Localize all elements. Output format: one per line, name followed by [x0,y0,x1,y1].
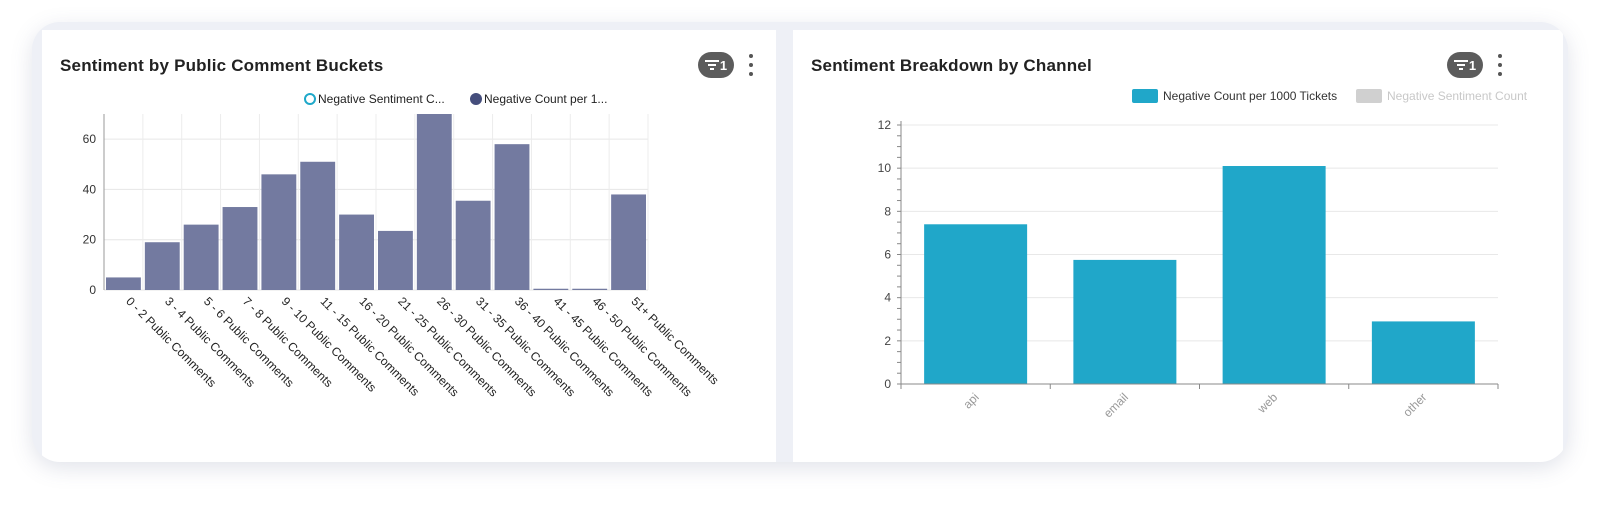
filter-button[interactable]: 1 [1447,52,1483,78]
bar[interactable] [378,230,413,290]
bar[interactable] [924,224,1028,384]
bar-chart-comment-buckets: Negative Sentiment C... Negative Count p… [83,92,722,399]
dashboard-frame: Sentiment by Public Comment Buckets 1 Ne… [32,22,1568,462]
y-tick-label: 12 [878,118,892,132]
legend-label: Negative Sentiment Count [1387,89,1528,103]
legend-label: Negative Count per 1... [484,92,607,106]
legend-item-negative-sentiment-count[interactable]: Negative Sentiment Count [1356,89,1528,103]
legend-marker [1356,89,1382,103]
y-tick-label: 40 [83,182,97,196]
bar[interactable] [144,242,180,290]
x-tick-label: api [961,390,982,411]
legend-marker [470,93,482,105]
bar[interactable] [300,161,336,290]
bar[interactable] [572,288,608,290]
bar[interactable] [1222,166,1326,384]
filter-icon [704,60,719,70]
bar-chart-channel-breakdown: Negative Count per 1000 Tickets Negative… [878,89,1528,420]
panel-channel-breakdown: Sentiment Breakdown by Channel 1 Negativ… [793,30,1563,462]
y-tick-label: 6 [884,248,891,262]
x-tick-label: web [1254,390,1280,416]
bar[interactable] [533,288,569,290]
y-tick-label: 0 [89,283,96,297]
legend-marker [1132,89,1158,103]
bar[interactable] [611,194,646,290]
filter-count: 1 [719,57,728,73]
x-tick-label: email [1101,390,1131,420]
filter-button[interactable]: 1 [698,52,734,78]
panel-title: Sentiment by Public Comment Buckets [60,56,384,75]
x-tick-label: other [1400,390,1429,419]
legend-item-negative-count-per-1000[interactable]: Negative Count per 1... [470,92,607,106]
y-tick-label: 2 [884,334,891,348]
y-tick-label: 20 [83,233,97,247]
y-tick-label: 8 [884,204,891,218]
bar[interactable] [339,214,374,290]
legend-item-negative-sentiment-count[interactable]: Negative Sentiment C... [304,92,445,106]
panel-title: Sentiment Breakdown by Channel [811,56,1092,75]
y-tick-label: 60 [83,132,97,146]
filter-count: 1 [1468,57,1477,73]
y-tick-label: 0 [884,377,891,391]
legend-label: Negative Sentiment C... [318,92,445,106]
legend-item-negative-count-per-1000-tickets[interactable]: Negative Count per 1000 Tickets [1132,89,1337,103]
bar[interactable] [455,200,491,290]
bar[interactable] [416,114,452,290]
panel-comment-buckets: Sentiment by Public Comment Buckets 1 Ne… [42,30,776,462]
legend-label: Negative Count per 1000 Tickets [1163,89,1337,103]
filter-icon [1453,60,1468,70]
y-tick-label: 10 [878,161,892,175]
bar[interactable] [261,174,297,290]
legend-marker [304,93,316,105]
chart-legend: Negative Count per 1000 Tickets Negative… [1132,89,1528,103]
bar[interactable] [1073,259,1177,384]
more-options-icon[interactable] [1495,54,1505,76]
bar[interactable] [106,277,141,290]
more-options-icon[interactable] [746,54,756,76]
bar[interactable] [222,207,258,290]
chart-legend: Negative Sentiment C... Negative Count p… [304,92,607,106]
bar[interactable] [183,224,219,290]
bar[interactable] [1371,321,1475,384]
y-tick-label: 4 [884,291,891,305]
bar[interactable] [494,144,530,290]
